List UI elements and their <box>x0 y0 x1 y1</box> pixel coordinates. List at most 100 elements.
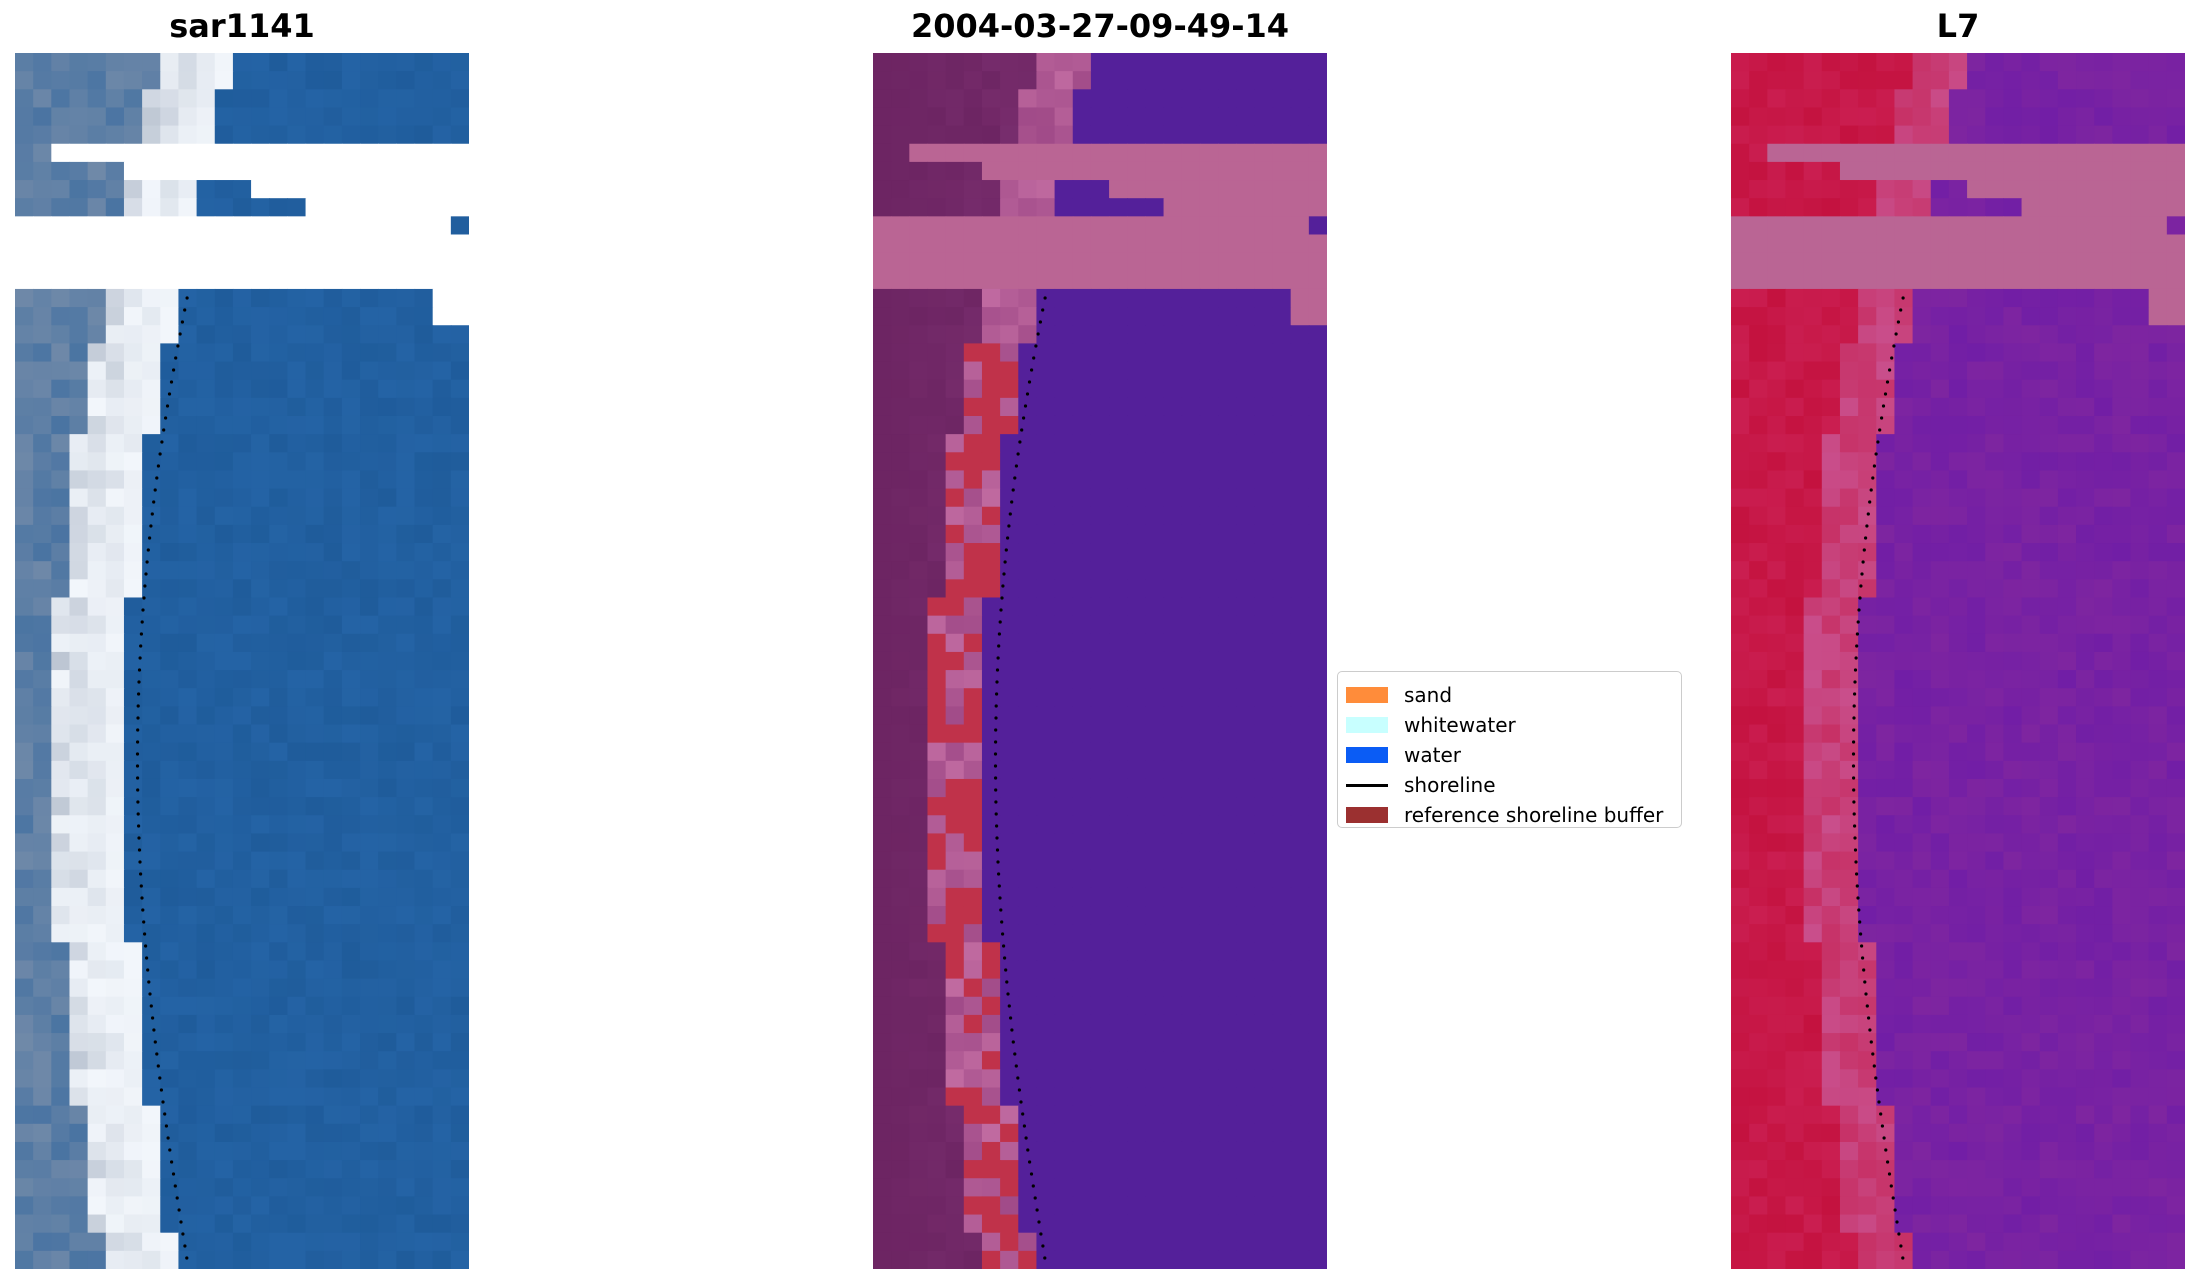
rgb-pixel <box>232 198 252 217</box>
mndwi-pixel <box>1767 1033 1787 1052</box>
class-pixel <box>1072 1123 1092 1143</box>
mndwi-pixel <box>2021 579 2041 599</box>
class-pixel <box>981 633 1001 653</box>
no-data-pixel <box>1821 143 1841 163</box>
rgb-pixel <box>432 887 452 907</box>
class-pixel <box>1109 524 1128 544</box>
class-pixel <box>1163 670 1183 689</box>
mndwi-pixel <box>1767 361 1787 381</box>
mndwi-pixel <box>1731 851 1750 871</box>
no-data-pixel <box>251 180 270 199</box>
class-pixel <box>1072 924 1092 943</box>
mndwi-pixel <box>2021 506 2041 526</box>
shoreline-point <box>1024 1136 1028 1140</box>
mndwi-pixel <box>2112 415 2132 435</box>
rgb-pixel <box>160 1014 180 1034</box>
mndwi-pixel <box>1731 978 1750 998</box>
rgb-pixel <box>105 851 125 871</box>
class-pixel <box>1199 742 1219 762</box>
mndwi-pixel <box>1876 470 1896 490</box>
rgb-pixel <box>360 760 379 780</box>
no-data-pixel <box>1018 270 1038 290</box>
class-pixel <box>1218 742 1237 762</box>
mndwi-pixel <box>2130 960 2150 980</box>
no-data-pixel <box>2166 180 2185 199</box>
class-pixel <box>981 506 1001 526</box>
class-pixel <box>1072 760 1092 780</box>
class-pixel <box>909 198 929 217</box>
class-pixel <box>1308 470 1327 490</box>
rgb-pixel <box>360 670 379 689</box>
mndwi-pixel <box>2076 996 2095 1016</box>
rgb-pixel <box>287 1069 307 1089</box>
rgb-pixel <box>251 1069 270 1089</box>
no-data-pixel <box>1290 252 1310 272</box>
class-pixel <box>1163 53 1183 72</box>
no-data-pixel <box>305 270 325 290</box>
class-pixel <box>1000 343 1019 363</box>
mndwi-pixel <box>1894 924 1914 943</box>
class-pixel <box>963 107 983 127</box>
no-data-pixel <box>1054 216 1074 236</box>
mndwi-pixel <box>1803 470 1823 490</box>
rgb-pixel <box>450 597 469 617</box>
mndwi-pixel <box>2166 470 2185 490</box>
shoreline-point <box>1043 1256 1047 1260</box>
class-pixel <box>945 1214 965 1234</box>
rgb-pixel <box>123 361 143 381</box>
rgb-pixel <box>287 307 307 326</box>
rgb-pixel <box>33 343 52 363</box>
mndwi-pixel <box>2130 470 2150 490</box>
mndwi-pixel <box>2021 107 2041 127</box>
no-data-pixel <box>2076 198 2095 217</box>
rgb-pixel <box>305 651 325 671</box>
rgb-pixel <box>160 942 180 962</box>
class-pixel <box>1181 1141 1201 1161</box>
class-pixel <box>1000 833 1019 853</box>
rgb-pixel <box>87 107 107 127</box>
mndwi-pixel <box>2094 760 2113 780</box>
mndwi-pixel <box>2148 688 2168 707</box>
rgb-pixel <box>232 579 252 599</box>
mndwi-pixel <box>2130 906 2150 925</box>
class-pixel <box>1127 543 1146 562</box>
shoreline-point <box>137 680 141 684</box>
rgb-pixel <box>414 307 434 326</box>
class-pixel <box>927 180 947 199</box>
mndwi-pixel <box>1967 1014 1986 1034</box>
rgb-pixel <box>178 978 198 998</box>
mndwi-pixel <box>2003 579 2023 599</box>
rgb-pixel <box>432 960 452 980</box>
class-pixel <box>891 379 910 399</box>
rgb-pixel <box>105 543 125 562</box>
mndwi-pixel <box>1839 198 1859 217</box>
class-pixel <box>1218 688 1237 707</box>
rgb-pixel <box>378 869 397 889</box>
rgb-pixel <box>378 1196 397 1216</box>
rgb-pixel <box>378 1214 397 1234</box>
class-pixel <box>891 597 910 617</box>
class-pixel <box>1145 1214 1165 1234</box>
mndwi-pixel <box>2003 543 2023 562</box>
mndwi-pixel <box>1731 633 1750 653</box>
class-pixel <box>1054 543 1074 562</box>
mndwi-pixel <box>2148 1033 2168 1052</box>
no-data-pixel <box>2003 234 2023 254</box>
rgb-pixel <box>414 361 434 381</box>
mndwi-pixel <box>2112 1033 2132 1052</box>
rgb-pixel <box>323 851 343 871</box>
no-data-pixel <box>2148 143 2168 163</box>
mndwi-pixel <box>2094 724 2113 744</box>
rgb-pixel <box>178 1232 198 1252</box>
class-pixel <box>1018 198 1038 217</box>
rgb-pixel <box>178 742 198 762</box>
rgb-pixel <box>269 506 288 526</box>
class-pixel <box>1163 760 1183 780</box>
class-pixel <box>1163 887 1183 907</box>
class-pixel <box>1000 397 1019 417</box>
class-pixel <box>1054 615 1074 635</box>
mndwi-pixel <box>2094 1087 2113 1107</box>
mndwi-pixel <box>1858 180 1877 199</box>
rgb-pixel <box>378 361 397 381</box>
class-pixel <box>927 325 947 344</box>
